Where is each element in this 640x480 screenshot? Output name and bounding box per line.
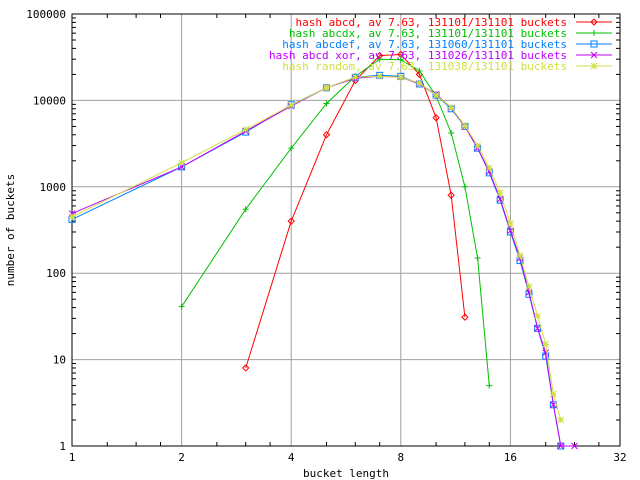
data-point xyxy=(486,382,493,389)
series-3 xyxy=(68,71,565,450)
x-tick-label: 4 xyxy=(288,451,295,464)
data-point xyxy=(447,104,455,111)
legend: hash abcd, av 7.63, 131101/131101 bucket… xyxy=(269,16,612,73)
data-point xyxy=(242,206,249,213)
data-point xyxy=(474,254,481,261)
series-2 xyxy=(178,56,493,389)
series-line xyxy=(181,58,490,386)
data-point xyxy=(590,40,598,48)
data-point xyxy=(178,159,185,167)
data-point xyxy=(416,79,423,87)
legend-entry: hash abcd, av 7.63, 131101/131101 bucket… xyxy=(295,16,612,29)
legend-label: hash abcdx, av 7.63, 131101/131101 bucke… xyxy=(289,27,567,40)
x-tick-label: 16 xyxy=(504,451,517,464)
data-point xyxy=(496,189,504,197)
data-point xyxy=(416,67,423,74)
x-tick-label: 8 xyxy=(397,451,404,464)
data-point xyxy=(525,283,533,290)
x-tick-label: 1 xyxy=(69,451,76,464)
data-point xyxy=(557,442,565,450)
series-line xyxy=(71,75,562,421)
data-point xyxy=(461,313,469,321)
data-point xyxy=(590,51,598,59)
data-point xyxy=(351,73,359,81)
legend-label: hash abcdef, av 7.63, 131060/131101 buck… xyxy=(282,38,567,51)
data-point xyxy=(474,142,481,149)
data-point xyxy=(590,18,598,26)
series-line xyxy=(71,75,575,447)
series-5 xyxy=(68,72,565,424)
data-point xyxy=(178,303,185,310)
data-point xyxy=(242,126,250,133)
data-point xyxy=(542,341,550,348)
data-point xyxy=(534,312,541,320)
data-point xyxy=(242,364,250,372)
y-tick-label: 100 xyxy=(46,267,66,280)
plot-border xyxy=(71,13,621,447)
data-point xyxy=(591,30,597,36)
legend-entry: hash abcdx, av 7.63, 131101/131101 bucke… xyxy=(289,27,612,40)
y-axis-label: number of buckets xyxy=(4,174,17,287)
series-1 xyxy=(242,50,469,372)
data-point xyxy=(432,91,440,99)
data-point xyxy=(590,62,598,70)
data-point xyxy=(571,442,578,450)
y-tick-label: 10000 xyxy=(33,94,66,107)
data-point xyxy=(287,101,295,109)
data-point xyxy=(461,122,469,130)
y-tick-label: 1 xyxy=(59,440,66,453)
data-point xyxy=(534,324,541,332)
data-point xyxy=(448,129,455,136)
data-point xyxy=(516,252,524,259)
data-point xyxy=(397,73,405,81)
y-tick-label: 10 xyxy=(53,354,66,367)
x-axis-label: bucket length xyxy=(303,467,389,480)
data-point xyxy=(557,416,565,424)
series-lines xyxy=(68,50,578,450)
legend-label: hash abcd, av 7.63, 131101/131101 bucket… xyxy=(295,16,567,29)
data-point xyxy=(68,213,76,221)
axis-ticks: 1 2 4 8 16 32 1 10 100 1000 10000 100000 xyxy=(26,8,626,464)
legend-label: hash random, av 7.63, 131038/131101 buck… xyxy=(282,60,567,73)
legend-entry: hash abcd xor, av 7.63, 131026/131101 bu… xyxy=(269,49,612,62)
data-point xyxy=(534,324,542,332)
series-line xyxy=(245,53,466,369)
data-point xyxy=(323,100,330,107)
series-line xyxy=(71,74,562,447)
grid-lines xyxy=(71,13,621,447)
y-tick-label: 100000 xyxy=(26,8,66,21)
data-point xyxy=(550,390,557,398)
data-point xyxy=(496,195,504,203)
x-tick-label: 2 xyxy=(178,451,185,464)
data-point xyxy=(288,145,295,152)
legend-entry: hash abcdef, av 7.63, 131060/131101 buck… xyxy=(282,38,612,51)
series-4 xyxy=(68,72,578,450)
data-point xyxy=(461,183,468,190)
data-point xyxy=(397,56,404,63)
data-point xyxy=(432,114,440,122)
data-point xyxy=(447,191,455,199)
data-point xyxy=(376,72,384,80)
data-point xyxy=(496,196,504,204)
x-tick-label: 32 xyxy=(613,451,626,464)
data-point xyxy=(323,84,330,92)
data-point xyxy=(287,217,295,225)
legend-entry: hash random, av 7.63, 131038/131101 buck… xyxy=(282,60,612,73)
legend-label: hash abcd xor, av 7.63, 131026/131101 bu… xyxy=(269,49,567,62)
y-tick-label: 1000 xyxy=(40,181,67,194)
data-point xyxy=(322,131,331,139)
data-point xyxy=(507,219,514,227)
data-point xyxy=(485,164,493,172)
data-point xyxy=(376,56,383,63)
plot-frame xyxy=(71,13,621,447)
